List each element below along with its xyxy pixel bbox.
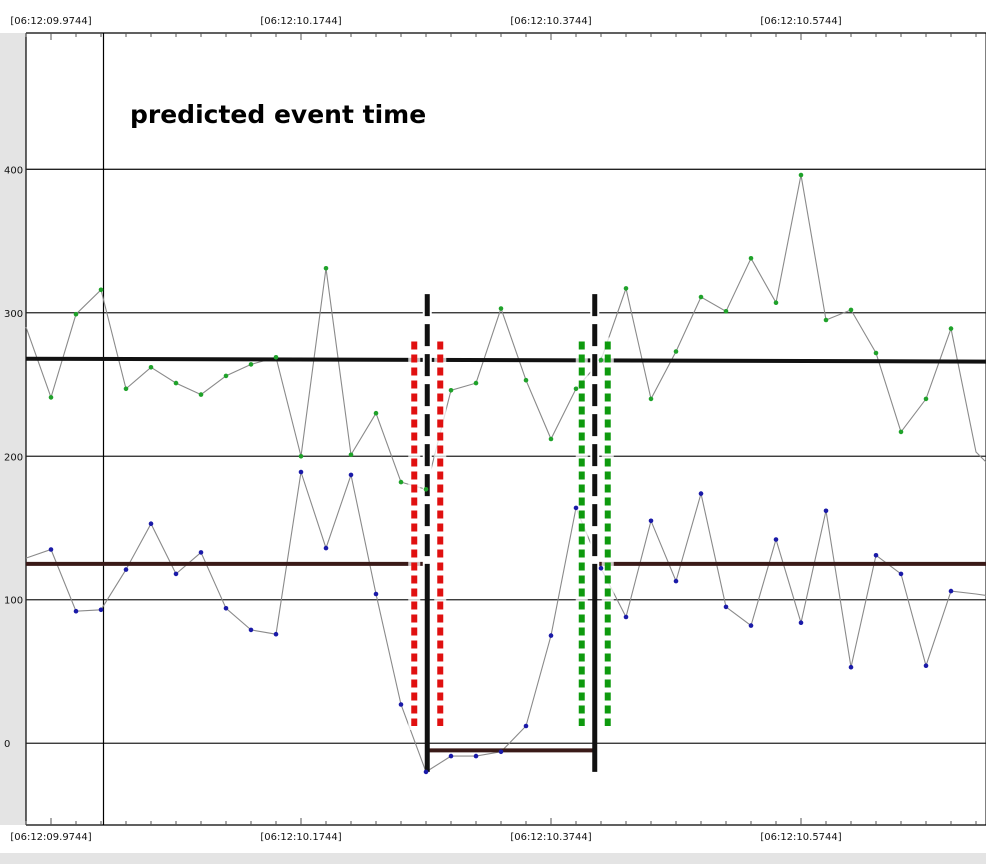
series-1-point <box>523 377 529 383</box>
series-2-point <box>298 469 304 475</box>
series-2-point <box>198 550 204 555</box>
series-1-point <box>548 436 554 442</box>
series-1-point <box>273 355 279 360</box>
series-2-point <box>448 753 454 759</box>
series-2-point <box>648 518 654 524</box>
series-1-point <box>123 386 129 392</box>
series-1-point <box>698 294 704 300</box>
series-2-point <box>273 631 279 637</box>
series-2-point <box>698 491 704 496</box>
series-2-point <box>923 663 929 668</box>
series-1-point <box>798 172 804 178</box>
series-2-point <box>723 604 729 610</box>
series-2-point <box>623 614 629 620</box>
series-2-point <box>173 571 179 577</box>
series-1-point <box>173 380 179 386</box>
series-1-point <box>848 307 854 313</box>
series-1-point <box>398 479 404 485</box>
series-2-point <box>398 702 404 707</box>
series-2-point <box>523 723 529 729</box>
series-2-point <box>123 567 129 572</box>
points-layer <box>48 172 954 775</box>
series-1-point <box>648 396 654 402</box>
series-2-point <box>773 537 779 542</box>
y-tick-label: 0 <box>4 739 10 750</box>
upper-threshold-line <box>25 356 986 364</box>
series-2-point <box>473 753 479 759</box>
series-1-point <box>98 287 104 293</box>
series-2-point <box>223 606 229 611</box>
series-1-point <box>248 362 254 367</box>
series-1-point <box>723 309 729 314</box>
series-1-point <box>73 311 79 317</box>
series-1-point <box>823 317 829 323</box>
series-1-point <box>748 255 754 261</box>
x-tick-label-bottom: [06:12:10.3744] <box>510 832 591 843</box>
series-2-point <box>423 769 429 775</box>
series-1-point <box>498 306 504 311</box>
series-1-point <box>473 380 479 386</box>
marker-layer <box>408 294 614 772</box>
y-tick-label: 400 <box>4 165 23 176</box>
x-tick-label-top: [06:12:10.1744] <box>260 16 341 27</box>
series-2-point <box>73 608 79 614</box>
series-2-point <box>848 664 854 670</box>
y-tick-label: 300 <box>4 309 23 320</box>
bottom-axis-band <box>0 825 986 853</box>
x-tick-label-top: [06:12:09.9744] <box>10 16 91 27</box>
series-1-point <box>898 429 904 435</box>
series-1-point <box>873 350 879 356</box>
y-tick-label: 200 <box>4 452 23 463</box>
series-1-point <box>573 386 579 392</box>
series-1-line <box>25 174 986 490</box>
series-2-point <box>948 588 954 594</box>
series-1-point <box>598 357 604 363</box>
grid-layer <box>26 168 986 744</box>
x-tick-label-top: [06:12:10.3744] <box>510 16 591 27</box>
series-1-point <box>148 365 154 370</box>
annotation-predicted-event-time: predicted event time <box>130 100 426 129</box>
series-2-point <box>873 553 879 558</box>
series-1-point <box>948 326 954 331</box>
series-1-point <box>298 454 304 459</box>
series-2-point <box>898 571 904 577</box>
x-tick-label-bottom: [06:12:10.1744] <box>260 832 341 843</box>
series-2-point <box>498 749 504 755</box>
x-tick-label-bottom: [06:12:10.5744] <box>760 832 841 843</box>
series-1-point <box>348 452 354 458</box>
series-2-point <box>673 578 679 584</box>
series-1-point <box>423 487 429 492</box>
series-2-point <box>98 607 104 613</box>
ticks-layer: 0 100 200 300 400 [06:12:09.9744] [06:12:09.97… <box>4 16 977 843</box>
series-1-point <box>373 410 379 416</box>
series-1-point <box>223 373 229 379</box>
x-tick-label-top: [06:12:10.5744] <box>760 16 841 27</box>
series-1-point <box>323 266 329 271</box>
series-1-point <box>923 396 929 402</box>
series-2-point <box>148 521 154 526</box>
series-2-point <box>323 545 329 551</box>
series-2-point <box>48 547 54 552</box>
series-1-point <box>48 395 54 400</box>
series-2-point <box>573 505 579 511</box>
series-1-point <box>448 388 454 393</box>
series-2-point <box>373 591 379 597</box>
series-2-point <box>348 472 354 478</box>
series-2-point <box>823 508 829 514</box>
series-1-point <box>673 349 679 354</box>
x-tick-label-bottom: [06:12:09.9744] <box>10 832 91 843</box>
series-2-point <box>548 633 554 638</box>
series-1-point <box>623 286 629 291</box>
series-2-point <box>248 627 254 633</box>
plot-area-background <box>25 32 986 826</box>
top-axis-band <box>0 0 986 33</box>
series-2-point <box>598 565 604 571</box>
series-1-point <box>198 392 204 397</box>
series-2-point <box>798 620 804 625</box>
series-1-point <box>773 300 779 306</box>
y-tick-label: 100 <box>4 596 23 607</box>
series-2-point <box>748 623 754 628</box>
